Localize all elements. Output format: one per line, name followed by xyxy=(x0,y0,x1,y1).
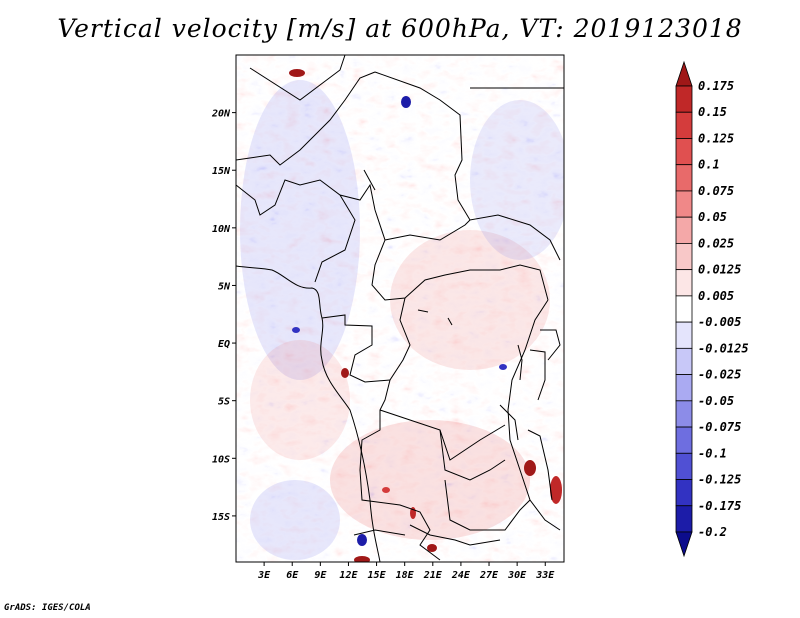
lon-tick-label: 33E xyxy=(535,570,555,581)
colorbar-label: -0.1 xyxy=(698,446,727,460)
colorbar-label: 0.005 xyxy=(698,289,734,303)
colorbar-swatch xyxy=(675,479,693,507)
colorbar-swatch xyxy=(675,347,693,375)
lon-tick-label: 3E xyxy=(257,570,271,581)
colorbar-swatch xyxy=(675,374,693,402)
lon-tick-label: 12E xyxy=(339,570,358,581)
colorbar-swatch xyxy=(675,243,693,271)
lon-tick-label: 18E xyxy=(396,570,415,581)
colorbar-swatch xyxy=(675,60,693,87)
map-frame xyxy=(235,54,565,563)
colorbar-label: 0.0125 xyxy=(698,263,741,277)
colorbar-swatch xyxy=(675,505,693,533)
colorbar-label: 0.025 xyxy=(698,236,734,250)
colorbar-label: 0.125 xyxy=(698,131,734,145)
latitude-axis: 20N 15N 10N 5N EQ 5S 10S 15S xyxy=(211,109,236,523)
map-title: Vertical velocity [m/s] at 600hPa, VT: 2… xyxy=(57,14,743,43)
lon-tick-label: 24E xyxy=(451,570,471,581)
colorbar-swatch xyxy=(675,452,693,480)
colorbar-swatch xyxy=(675,400,693,428)
colorbar-label: 0.15 xyxy=(698,105,727,119)
colorbar-label: 0.075 xyxy=(698,184,734,198)
lon-tick-label: 15E xyxy=(368,570,387,581)
lat-tick-label: 5S xyxy=(218,397,230,408)
lon-tick-label: 27E xyxy=(479,570,499,581)
colorbar-swatch xyxy=(675,531,693,558)
lon-tick-label: 6E xyxy=(286,570,299,581)
colorbar-swatch xyxy=(675,269,693,297)
colorbar-label: -0.075 xyxy=(698,420,741,434)
colorbar-label: -0.05 xyxy=(698,394,734,408)
lat-tick-label: 20N xyxy=(211,109,231,120)
lon-tick-label: 9E xyxy=(314,570,327,581)
colorbar-swatch xyxy=(675,85,693,113)
colorbar-label: 0.05 xyxy=(698,210,727,224)
lat-tick-label: 15S xyxy=(212,512,230,523)
longitude-axis: 3E 6E 9E 12E 15E 18E 21E 24E 27E 30E 33E xyxy=(257,562,555,581)
colorbar-swatch xyxy=(675,321,693,349)
colorbar-label: -0.025 xyxy=(698,368,741,382)
colorbar-swatch xyxy=(675,216,693,244)
coastlines-borders xyxy=(236,55,564,562)
colorbar-swatch xyxy=(675,426,693,454)
colorbar-swatch xyxy=(675,164,693,192)
velocity-field xyxy=(236,55,564,562)
colorbar-label: -0.2 xyxy=(698,525,727,539)
lat-tick-label: 10S xyxy=(212,454,230,465)
lat-tick-label: EQ xyxy=(218,339,230,350)
lon-tick-label: 21E xyxy=(423,570,443,581)
colorbar-swatch xyxy=(675,111,693,139)
lon-tick-label: 30E xyxy=(507,570,527,581)
colorbar-label: -0.0125 xyxy=(698,341,749,355)
grads-credit: GrADS: IGES/COLA xyxy=(4,603,91,613)
colorbar-label: -0.005 xyxy=(698,315,741,329)
colorbar-label: 0.1 xyxy=(698,158,720,172)
lat-tick-label: 10N xyxy=(212,224,231,235)
colorbar-swatch xyxy=(675,295,693,323)
colorbar-swatch xyxy=(675,190,693,218)
lat-tick-label: 15N xyxy=(212,166,231,177)
colorbar-swatch xyxy=(675,138,693,166)
lat-tick-label: 5N xyxy=(218,281,231,292)
colorbar-label: -0.175 xyxy=(698,499,741,513)
colorbar: 0.175 0.15 0.125 0.1 0.075 0.05 0.025 0.0125 0.0… xyxy=(675,60,749,558)
colorbar-label: 0.175 xyxy=(698,79,734,93)
colorbar-label: -0.125 xyxy=(698,473,741,487)
